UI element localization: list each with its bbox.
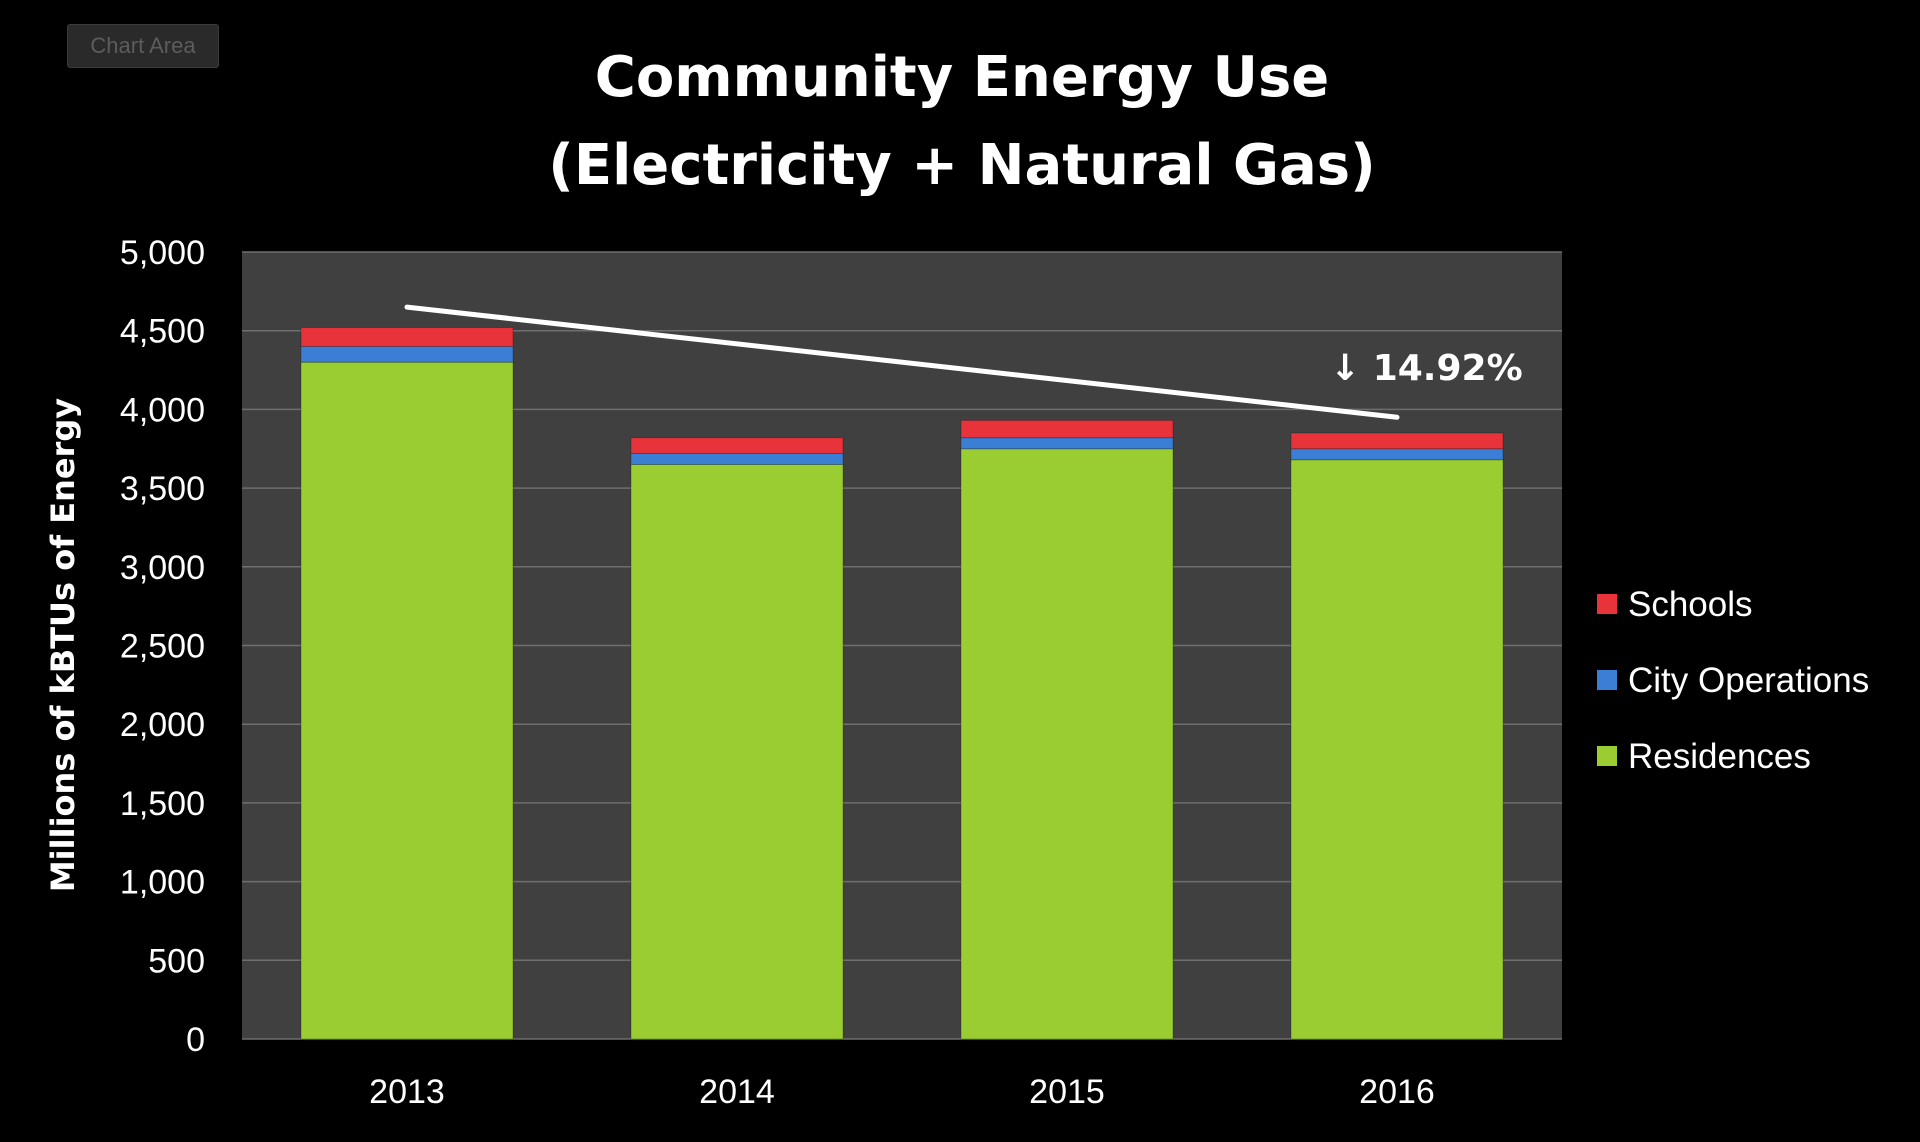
bar-segment-residences (1290, 459, 1504, 1040)
bar-segment-residences (960, 448, 1174, 1040)
chart-title-line-2: (Electricity + Natural Gas) (548, 133, 1375, 198)
bar-segment-residences (630, 463, 844, 1040)
y-tick-label: 3,500 (120, 470, 205, 508)
y-tick-label: 4,500 (120, 313, 205, 351)
legend-swatch (1597, 670, 1617, 690)
bar-segment-schools (630, 437, 844, 454)
y-tick-label: 1,500 (120, 785, 205, 823)
bar-segment-city-operations (630, 452, 844, 465)
y-tick-label: 2,500 (120, 628, 205, 666)
legend-label: Residences (1628, 737, 1811, 776)
chart-area-tag: Chart Area (67, 24, 219, 68)
legend-swatch (1597, 594, 1617, 614)
y-tick-label: 3,000 (120, 549, 205, 587)
x-axis-tick-labels: 2013 2014 2015 2016 (369, 1073, 1435, 1111)
legend: Schools City Operations Residences (1597, 585, 1869, 776)
bar-segment-residences (300, 361, 514, 1040)
y-tick-label: 500 (148, 942, 205, 980)
bar-segment-city-operations (1290, 448, 1504, 461)
y-axis-title: Millions of kBTUs of Energy (44, 398, 82, 892)
trendline (404, 304, 1400, 420)
x-tick-label: 2016 (1359, 1073, 1435, 1111)
bar-segment-schools (960, 419, 1174, 439)
chart-title-line-1: Community Energy Use (595, 45, 1330, 110)
x-tick-label: 2014 (699, 1073, 775, 1111)
legend-label: City Operations (1628, 661, 1869, 700)
x-tick-label: 2015 (1029, 1073, 1105, 1111)
legend-label: Schools (1628, 585, 1753, 624)
bar-segment-city-operations (960, 437, 1174, 450)
x-tick-label: 2013 (369, 1073, 445, 1111)
bar-segment-city-operations (300, 345, 514, 363)
y-tick-label: 1,000 (120, 864, 205, 902)
bars (300, 327, 1504, 1040)
bar-segment-schools (300, 327, 514, 347)
y-tick-label: 0 (186, 1021, 205, 1059)
y-tick-label: 5,000 (120, 234, 205, 272)
trend-annotation: ↓ 14.92% (1330, 348, 1523, 389)
y-axis-tick-labels: 0 500 1,000 1,500 2,000 2,500 3,000 3,500 4,000 4… (120, 234, 205, 1059)
y-tick-label: 4,000 (120, 391, 205, 429)
y-tick-label: 2,000 (120, 706, 205, 744)
legend-swatch (1597, 746, 1617, 766)
bar-segment-schools (1290, 432, 1504, 450)
